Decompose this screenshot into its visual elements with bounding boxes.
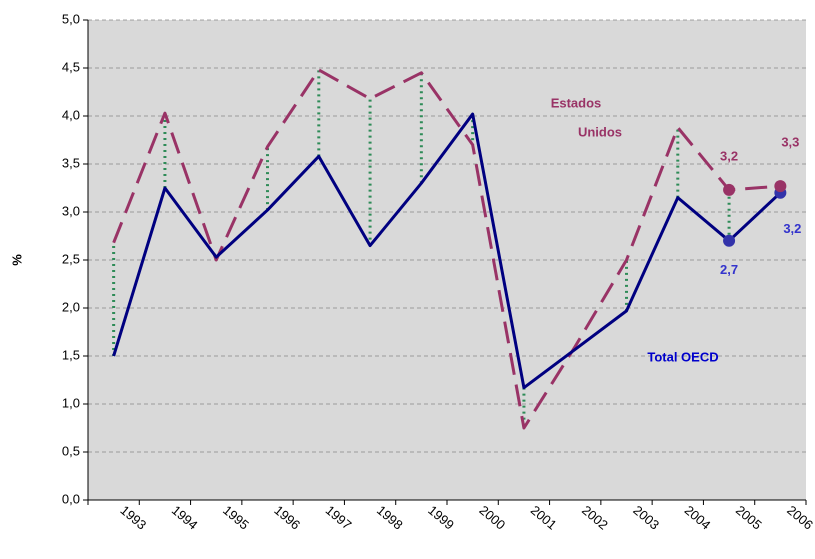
y-tick-label: 5,0 [62,11,80,26]
y-tick-label: 3,0 [62,203,80,218]
y-axis-label: % [9,254,24,266]
y-tick-label: 2,5 [62,251,80,266]
x-tick-label: 2005 [733,502,765,532]
x-tick-label: 1996 [271,502,303,532]
y-tick-label: 0,0 [62,491,80,506]
x-tick-label: 2004 [682,502,714,532]
x-tick-label: 2000 [477,502,509,532]
y-tick-label: 1,0 [62,395,80,410]
y-tick-label: 3,5 [62,155,80,170]
y-tick-label: 1,5 [62,347,80,362]
value-label: 3,2 [720,148,738,163]
series-line [112,112,782,390]
value-label: 3,2 [783,221,801,236]
x-tick-label: 1994 [169,502,201,532]
series-line [112,68,781,430]
x-tick-label: 1997 [323,502,355,532]
value-label: 2,7 [720,262,738,277]
y-tick-label: 0,5 [62,443,80,458]
annotation: Unidos [578,124,622,139]
marker [723,234,736,247]
y-tick-label: 4,5 [62,59,80,74]
x-tick-label: 1998 [374,502,406,532]
marker [723,183,736,196]
x-tick-label: 2002 [579,502,611,532]
marker [774,180,787,193]
x-tick-label: 1999 [425,502,457,532]
x-tick-label: 1995 [220,502,252,532]
annotation: Estados [551,95,602,110]
value-label: 3,3 [781,135,799,150]
x-tick-label: 2006 [784,502,815,532]
x-tick-label: 2001 [528,502,560,532]
y-tick-label: 2,0 [62,299,80,314]
annotation: Total OECD [647,349,718,364]
x-tick-label: 1993 [118,502,150,532]
x-tick-label: 2003 [630,502,662,532]
y-tick-label: 4,0 [62,107,80,122]
